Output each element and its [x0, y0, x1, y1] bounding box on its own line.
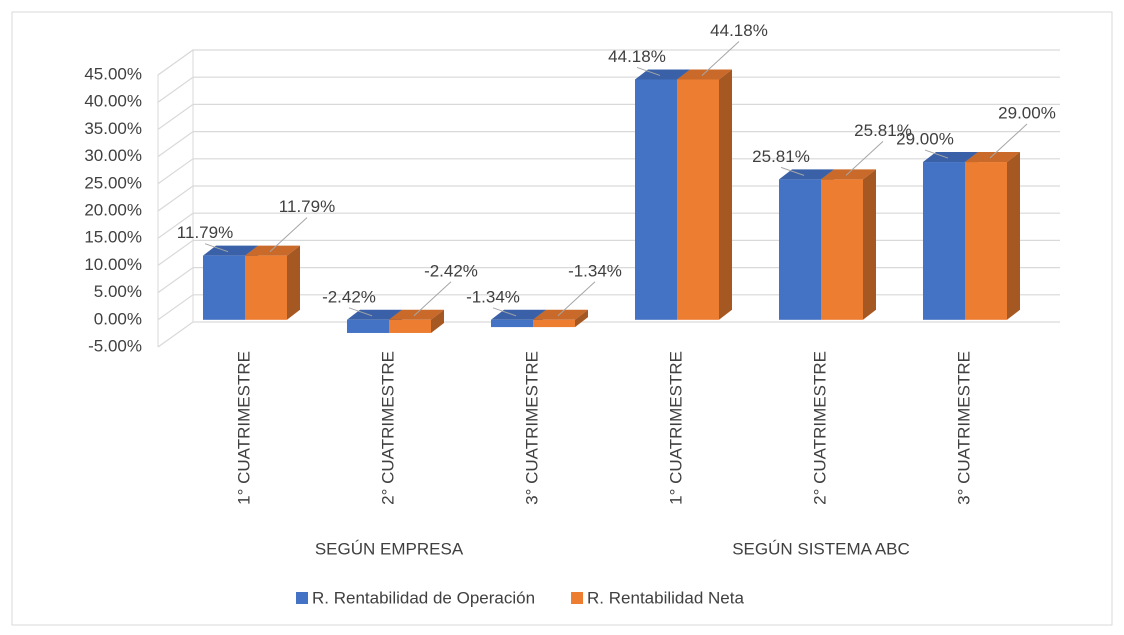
- x-tick-label: 3° CUATRIMESTRE: [522, 351, 541, 505]
- bar-front: [203, 255, 245, 320]
- legend-swatch: [296, 592, 308, 604]
- bar-side: [863, 169, 876, 320]
- grid-line: [157, 294, 1060, 321]
- bar-top: [389, 309, 444, 320]
- grid-line: [157, 103, 1060, 130]
- leader-line: [989, 123, 1028, 159]
- y-tick-label: -5.00%: [88, 336, 142, 355]
- bar-front: [821, 179, 863, 320]
- bar-side: [287, 245, 300, 320]
- bar-front: [533, 319, 575, 328]
- x-tick-label: 2° CUATRIMESTRE: [378, 351, 397, 505]
- data-label: -1.34%: [466, 287, 520, 306]
- data-label: 44.18%: [608, 47, 666, 66]
- bar-front: [389, 319, 431, 333]
- leader-line: [924, 149, 949, 159]
- leader-line: [492, 307, 517, 317]
- x-tick-label: 1° CUATRIMESTRE: [234, 351, 253, 505]
- grid-line: [157, 76, 1060, 103]
- data-label: 25.81%: [854, 121, 912, 140]
- leader-line: [269, 217, 308, 253]
- y-tick-label: 25.00%: [84, 173, 142, 192]
- grid-line: [157, 185, 1060, 212]
- bar-top: [245, 245, 300, 256]
- data-label: 25.81%: [752, 147, 810, 166]
- data-label: 29.00%: [896, 130, 954, 149]
- y-tick-label: 15.00%: [84, 228, 142, 247]
- data-label: 11.79%: [177, 223, 233, 242]
- grid-line: [157, 321, 1060, 348]
- bar-front: [347, 319, 389, 333]
- bar-top: [965, 152, 1020, 163]
- data-label: 29.00%: [998, 104, 1056, 123]
- leader-line: [204, 243, 229, 253]
- grid-line: [157, 239, 1060, 266]
- grid-line: [157, 131, 1060, 158]
- leader-line: [845, 141, 884, 176]
- bar-front: [635, 79, 677, 320]
- leader-line: [701, 41, 740, 76]
- leader-line: [557, 281, 596, 317]
- bar-top: [677, 69, 732, 80]
- grid-line: [157, 49, 1060, 76]
- grid-line: [157, 267, 1060, 294]
- y-tick-label: 0.00%: [94, 309, 142, 328]
- legend-label: R. Rentabilidad Neta: [587, 588, 744, 607]
- legend-swatch: [571, 592, 584, 604]
- legend-label: R. Rentabilidad de Operación: [312, 588, 535, 607]
- bar-front: [677, 79, 719, 320]
- bar-side: [719, 69, 732, 320]
- leader-line: [636, 66, 661, 76]
- bar-front: [965, 162, 1007, 320]
- leader-line: [780, 166, 805, 176]
- y-tick-label: 20.00%: [84, 200, 142, 219]
- bar-front: [245, 255, 287, 320]
- bar-side: [431, 309, 444, 333]
- y-tick-label: 5.00%: [94, 282, 142, 301]
- bar-top: [533, 309, 588, 320]
- group-label: SEGÚN EMPRESA: [315, 539, 464, 558]
- leader-line: [348, 307, 373, 317]
- y-tick-label: 10.00%: [84, 255, 142, 274]
- x-tick-label: 1° CUATRIMESTRE: [666, 351, 685, 505]
- data-label: -2.42%: [424, 261, 478, 280]
- bar-side: [1007, 152, 1020, 320]
- bar-front: [923, 162, 965, 320]
- bar-front: [491, 319, 533, 328]
- data-label: -2.42%: [322, 287, 376, 306]
- data-label: -1.34%: [568, 261, 622, 280]
- x-tick-label: 2° CUATRIMESTRE: [810, 351, 829, 505]
- bar-top: [821, 169, 876, 180]
- bar-front: [779, 179, 821, 320]
- data-label: 11.79%: [279, 197, 335, 216]
- grid-line: [157, 212, 1060, 239]
- y-tick-label: 40.00%: [84, 92, 142, 111]
- y-tick-label: 35.00%: [84, 119, 142, 138]
- group-label: SEGÚN SISTEMA ABC: [732, 539, 910, 558]
- y-tick-label: 45.00%: [84, 64, 142, 83]
- x-tick-label: 3° CUATRIMESTRE: [954, 351, 973, 505]
- y-tick-label: 30.00%: [84, 146, 142, 165]
- grid-line: [157, 158, 1060, 185]
- data-label: 44.18%: [710, 21, 768, 40]
- bar-side: [575, 309, 588, 328]
- leader-line: [413, 281, 452, 317]
